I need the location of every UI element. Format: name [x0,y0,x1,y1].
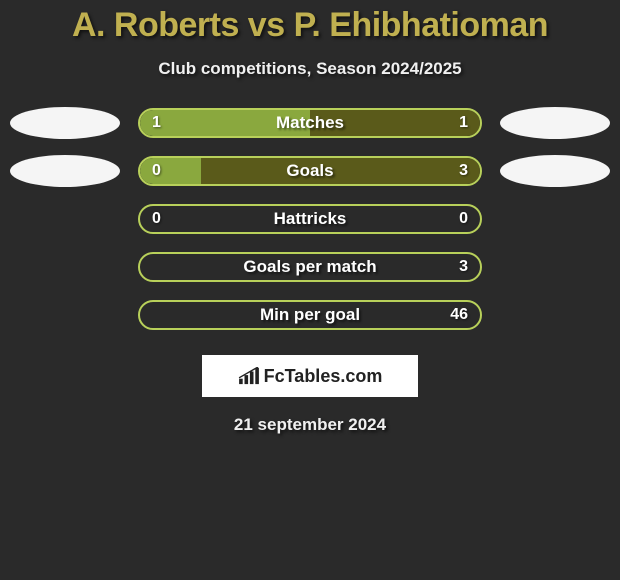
bar-value-right: 1 [459,114,468,132]
right-ellipse [500,107,610,139]
stat-row: 0 3 Goals [0,155,620,187]
bar-label: Goals [286,161,333,181]
stat-row: 0 0 Hattricks [0,203,620,235]
bar-chart-icon [238,367,260,385]
bar-label: Goals per match [243,257,376,277]
subtitle: Club competitions, Season 2024/2025 [0,59,620,79]
stat-bar: 46 Min per goal [138,300,482,330]
page-title: A. Roberts vs P. Ehibhatioman [0,6,620,45]
stat-row: 1 1 Matches [0,107,620,139]
logo-box: FcTables.com [202,355,418,397]
bar-value-right: 3 [459,162,468,180]
logo-text: FcTables.com [264,366,383,387]
bar-value-left: 0 [152,162,161,180]
left-ellipse [10,107,120,139]
bar-label: Min per goal [260,305,360,325]
stat-row: 3 Goals per match [0,251,620,283]
left-ellipse [10,155,120,187]
stat-rows: 1 1 Matches 0 3 Goals 0 0 Hattricks 3 Goals per ma… [0,107,620,331]
bar-value-left: 0 [152,210,161,228]
bar-value-right: 0 [459,210,468,228]
comparison-infographic: A. Roberts vs P. Ehibhatioman Club compe… [0,0,620,435]
right-ellipse [500,155,610,187]
bar-fill-right [201,158,480,184]
stat-bar: 1 1 Matches [138,108,482,138]
bar-value-left: 1 [152,114,161,132]
bar-label: Hattricks [274,209,347,229]
stat-bar: 0 3 Goals [138,156,482,186]
bar-fill-left [140,158,201,184]
bar-value-right: 46 [450,306,468,324]
stat-bar: 0 0 Hattricks [138,204,482,234]
bar-value-right: 3 [459,258,468,276]
stat-bar: 3 Goals per match [138,252,482,282]
bar-label: Matches [276,113,344,133]
stat-row: 46 Min per goal [0,299,620,331]
date-label: 21 september 2024 [0,415,620,435]
